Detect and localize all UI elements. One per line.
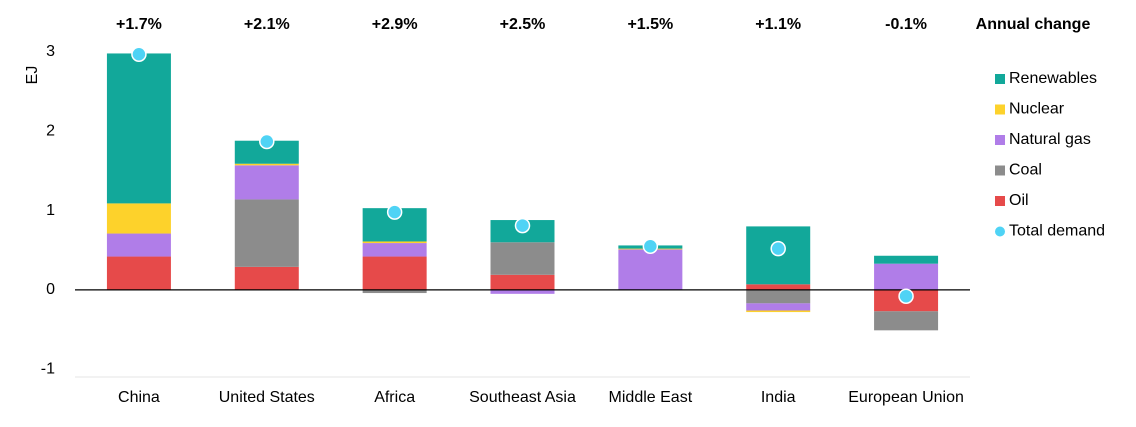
- annual-change: +1.1%: [755, 16, 801, 33]
- bar-segment: [618, 249, 683, 290]
- total-marker: [259, 133, 275, 150]
- legend-label: Natural gas: [1009, 131, 1091, 148]
- bar-segment: [490, 274, 555, 290]
- bar-segment: [746, 303, 811, 311]
- annual-change-header: Annual change: [976, 16, 1091, 33]
- legend-label: Coal: [1009, 162, 1042, 179]
- bar-segment: [234, 163, 299, 166]
- bar-segment: [746, 284, 811, 290]
- legend-swatch: [995, 135, 1005, 145]
- bar-segment: [362, 289, 427, 294]
- bar-segment: [106, 256, 171, 290]
- total-marker: [514, 217, 531, 234]
- x-tick-label: Middle East: [609, 389, 693, 406]
- annual-change: +2.1%: [244, 16, 290, 33]
- bar-segment: [234, 140, 299, 164]
- annual-change: +2.5%: [500, 16, 546, 33]
- x-tick-label: Southeast Asia: [469, 389, 576, 406]
- total-marker: [131, 46, 147, 62]
- x-tick-label: Africa: [374, 389, 415, 406]
- legend-label: Nuclear: [1009, 101, 1065, 118]
- legend-swatch: [995, 104, 1005, 115]
- bar-segment: [106, 203, 171, 234]
- bar-segment: [874, 311, 939, 331]
- bar-segment: [362, 243, 427, 257]
- bar-segment: [746, 289, 811, 304]
- legend-swatch: [995, 196, 1005, 206]
- bar-segment: [362, 256, 427, 290]
- bar-segment: [234, 165, 299, 200]
- y-tick-label: 1: [46, 202, 55, 219]
- bar-segment: [874, 255, 939, 264]
- annual-change: +1.5%: [627, 16, 673, 33]
- y-tick-label: 2: [46, 122, 55, 139]
- bar-segment: [234, 266, 299, 290]
- legend-swatch: [995, 226, 1005, 237]
- bar-segment: [234, 199, 299, 267]
- legend-swatch: [995, 165, 1005, 176]
- total-marker: [898, 288, 914, 304]
- legend-label: Oil: [1009, 192, 1029, 209]
- legend-label: Total demand: [1009, 223, 1105, 240]
- total-marker: [642, 238, 659, 254]
- annual-change: +2.9%: [372, 16, 418, 33]
- x-tick-label: European Union: [848, 389, 964, 406]
- annual-change: -0.1%: [885, 16, 927, 33]
- bar-segment: [746, 310, 811, 313]
- legend-label: Renewables: [1009, 70, 1097, 87]
- total-marker: [770, 240, 786, 257]
- bar-segment: [106, 233, 171, 257]
- y-tick-label: -1: [41, 360, 55, 377]
- y-tick-label: 3: [46, 43, 55, 60]
- bar-segment: [490, 242, 555, 275]
- x-tick-label: India: [761, 389, 796, 406]
- bar-segment: [106, 53, 171, 204]
- bar-segment: [874, 263, 939, 290]
- annual-change: +1.7%: [116, 16, 162, 33]
- x-tick-label: China: [118, 389, 160, 406]
- x-tick-label: United States: [219, 389, 315, 406]
- total-marker: [386, 204, 403, 220]
- y-axis-label: EJ: [24, 66, 41, 85]
- legend-swatch: [995, 74, 1005, 84]
- bar-segment: [490, 289, 555, 294]
- bar-segment: [362, 241, 427, 244]
- y-tick-label: 0: [46, 281, 55, 298]
